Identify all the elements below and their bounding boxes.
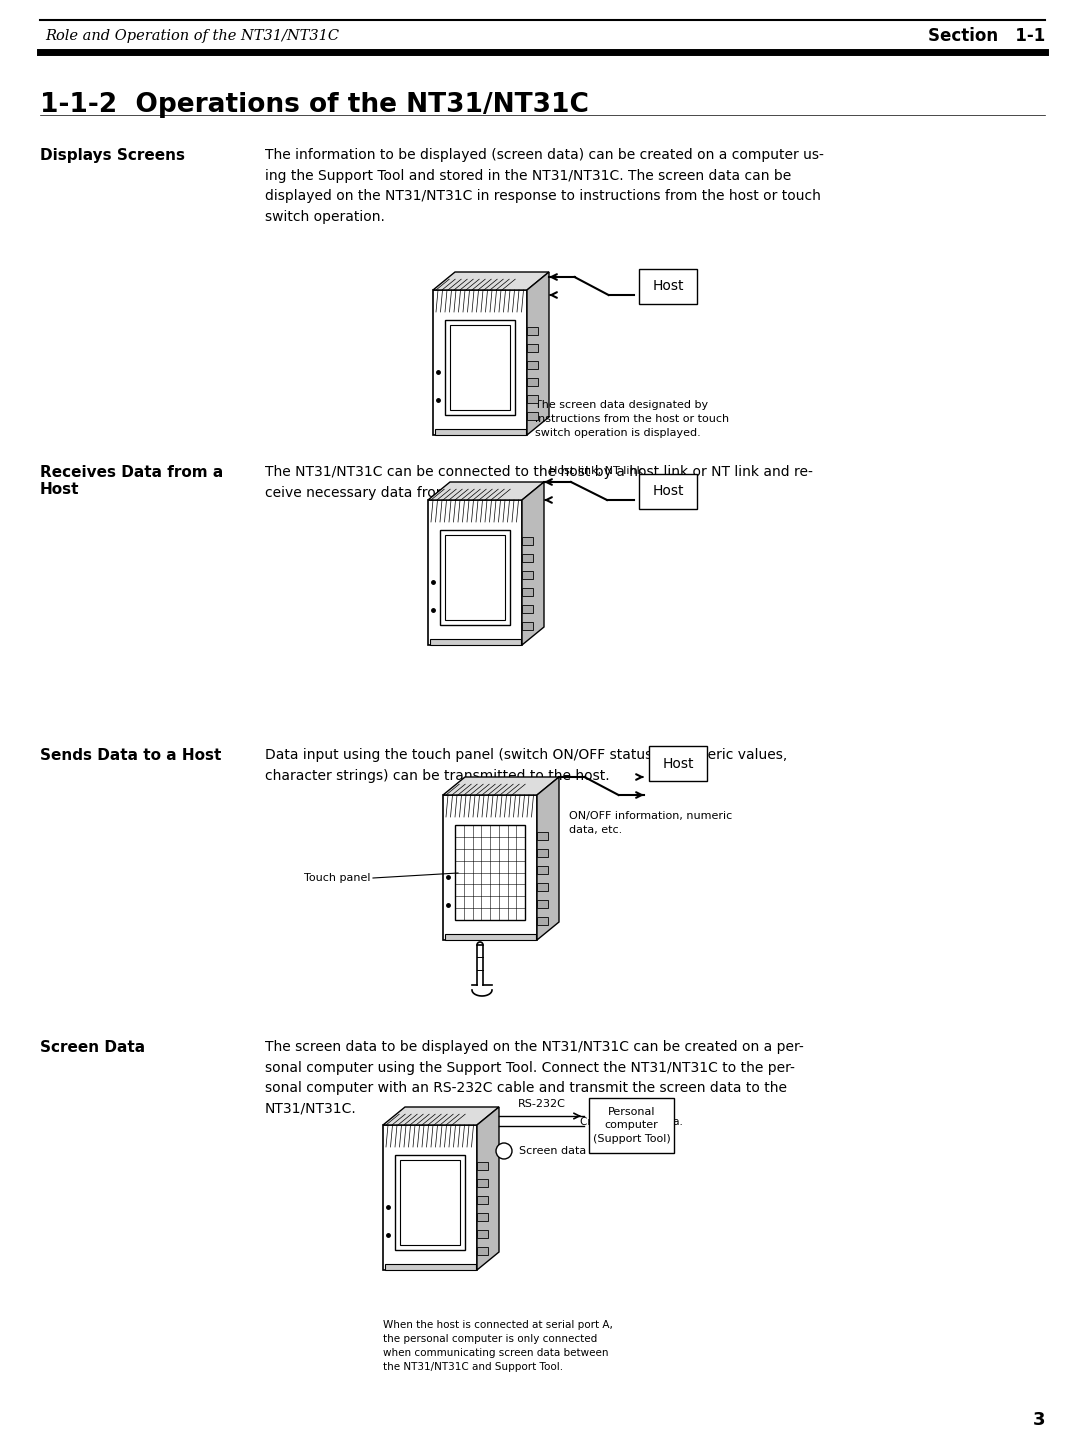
Polygon shape bbox=[428, 482, 544, 499]
Bar bbox=[537, 883, 548, 891]
Bar bbox=[440, 530, 510, 626]
Text: The information to be displayed (screen data) can be created on a computer us-
i: The information to be displayed (screen … bbox=[265, 148, 824, 224]
Text: Host: Host bbox=[652, 484, 684, 498]
Bar bbox=[400, 1159, 460, 1246]
Bar bbox=[537, 917, 548, 926]
Polygon shape bbox=[537, 776, 559, 940]
Text: Screen data: Screen data bbox=[519, 1147, 586, 1157]
Polygon shape bbox=[428, 499, 522, 644]
Text: 3: 3 bbox=[1032, 1411, 1045, 1429]
Text: Touch panel: Touch panel bbox=[303, 872, 370, 883]
Bar bbox=[477, 1195, 488, 1204]
Polygon shape bbox=[477, 1106, 499, 1270]
Polygon shape bbox=[433, 290, 527, 435]
Bar bbox=[527, 344, 538, 352]
Polygon shape bbox=[383, 1125, 477, 1270]
Bar bbox=[455, 825, 525, 920]
Polygon shape bbox=[443, 795, 537, 940]
Text: 1-1-2  Operations of the NT31/NT31C: 1-1-2 Operations of the NT31/NT31C bbox=[40, 92, 589, 118]
Bar bbox=[537, 832, 548, 839]
Bar bbox=[527, 377, 538, 386]
Text: Displays Screens: Displays Screens bbox=[40, 148, 185, 164]
Circle shape bbox=[496, 1144, 512, 1159]
Bar bbox=[589, 1098, 674, 1152]
Polygon shape bbox=[527, 273, 549, 435]
Polygon shape bbox=[443, 776, 559, 795]
Bar bbox=[522, 554, 534, 563]
Text: Create screen data.: Create screen data. bbox=[580, 1116, 683, 1126]
Text: The NT31/NT31C can be connected to the host by a host link or NT link and re-
ce: The NT31/NT31C can be connected to the h… bbox=[265, 465, 813, 499]
Bar bbox=[522, 606, 534, 613]
Bar bbox=[639, 474, 697, 509]
Bar bbox=[537, 865, 548, 874]
Bar bbox=[384, 1264, 476, 1270]
Text: Role and Operation of the NT31/NT31C: Role and Operation of the NT31/NT31C bbox=[45, 29, 339, 43]
Bar bbox=[477, 1247, 488, 1256]
Bar bbox=[639, 268, 697, 304]
Bar bbox=[477, 1213, 488, 1221]
Bar bbox=[477, 1230, 488, 1238]
Text: Host: Host bbox=[652, 278, 684, 293]
Bar bbox=[435, 429, 526, 435]
Text: Screen Data: Screen Data bbox=[40, 1040, 145, 1055]
Bar bbox=[527, 327, 538, 334]
Polygon shape bbox=[383, 1106, 499, 1125]
Text: Data input using the touch panel (switch ON/OFF statuses, numeric values,
charac: Data input using the touch panel (switch… bbox=[265, 748, 787, 782]
Text: When the host is connected at serial port A,
the personal computer is only conne: When the host is connected at serial por… bbox=[383, 1320, 612, 1372]
Text: The screen data to be displayed on the NT31/NT31C can be created on a per-
sonal: The screen data to be displayed on the N… bbox=[265, 1040, 804, 1116]
Bar bbox=[522, 537, 534, 545]
Bar bbox=[649, 746, 707, 781]
Bar bbox=[477, 1180, 488, 1187]
Bar bbox=[430, 639, 521, 644]
Text: ON/OFF information, numeric
data, etc.: ON/OFF information, numeric data, etc. bbox=[569, 811, 732, 835]
Bar bbox=[445, 934, 536, 940]
Text: Receives Data from a
Host: Receives Data from a Host bbox=[40, 465, 224, 498]
Bar bbox=[445, 535, 505, 620]
Bar bbox=[527, 362, 538, 369]
Text: Section   1-1: Section 1-1 bbox=[928, 27, 1045, 44]
Bar bbox=[537, 900, 548, 908]
Text: The screen data designated by
instructions from the host or touch
switch operati: The screen data designated by instructio… bbox=[535, 400, 729, 438]
Polygon shape bbox=[522, 482, 544, 644]
Text: Host: Host bbox=[662, 758, 693, 771]
Text: Sends Data to a Host: Sends Data to a Host bbox=[40, 748, 221, 763]
Text: Host link, NT link: Host link, NT link bbox=[549, 466, 643, 476]
Bar bbox=[450, 324, 510, 410]
Bar bbox=[445, 320, 515, 415]
Bar bbox=[527, 412, 538, 420]
Bar bbox=[522, 588, 534, 596]
Bar bbox=[477, 1162, 488, 1170]
Bar bbox=[537, 850, 548, 857]
Bar bbox=[527, 395, 538, 403]
Bar bbox=[522, 621, 534, 630]
Bar bbox=[395, 1155, 465, 1250]
Text: Personal
computer
(Support Tool): Personal computer (Support Tool) bbox=[593, 1108, 671, 1144]
Bar bbox=[522, 571, 534, 578]
Text: RS-232C: RS-232C bbox=[517, 1099, 566, 1109]
Polygon shape bbox=[433, 273, 549, 290]
